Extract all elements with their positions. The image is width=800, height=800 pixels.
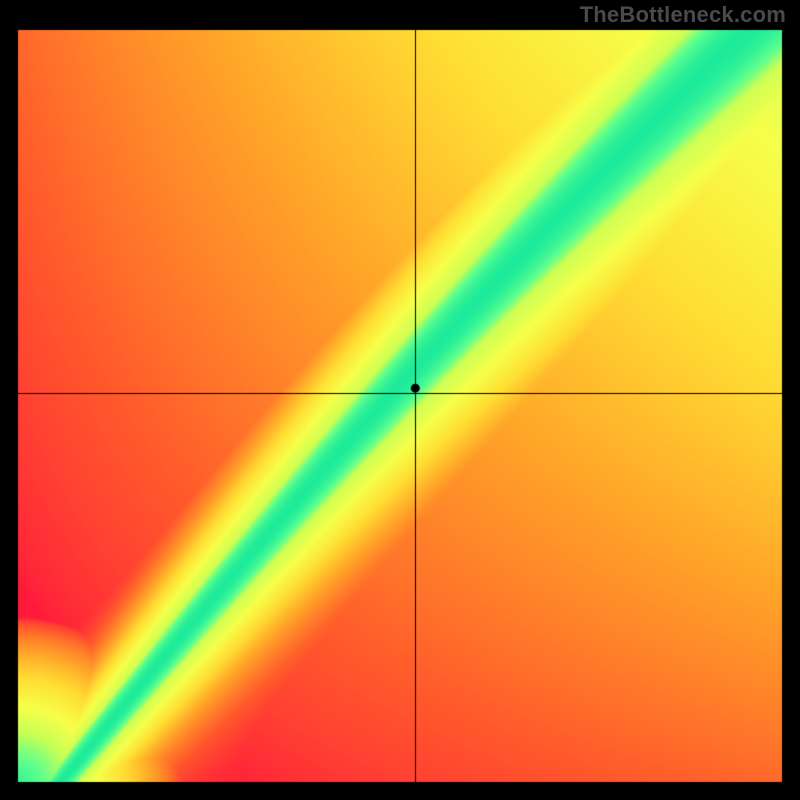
watermark-text: TheBottleneck.com	[580, 2, 786, 28]
chart-container: TheBottleneck.com	[0, 0, 800, 800]
heatmap-canvas	[0, 0, 800, 800]
